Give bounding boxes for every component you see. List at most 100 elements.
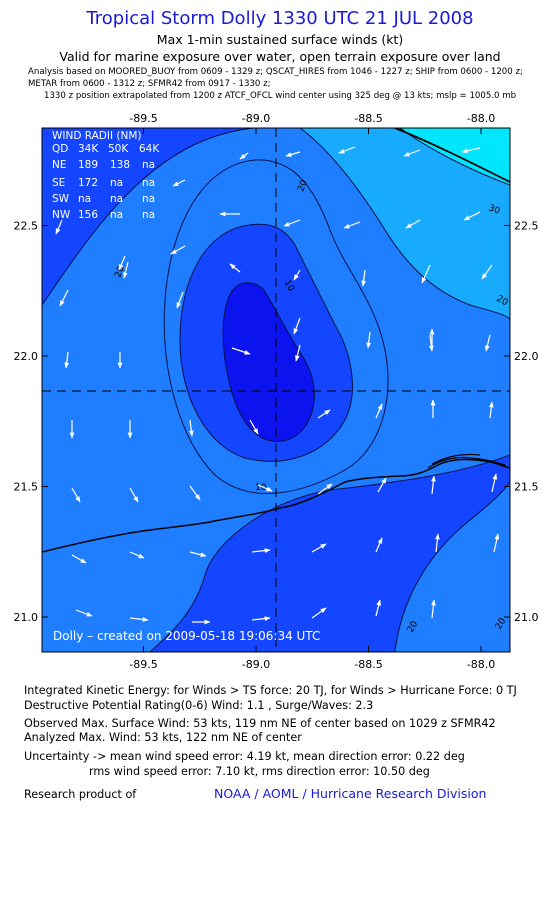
wind-vector bbox=[461, 147, 481, 154]
wind-radii-header-qd: QD bbox=[52, 143, 68, 155]
wind-radii-ne-50k: 138 bbox=[110, 159, 130, 171]
lat-label-left: 21.0 bbox=[14, 611, 39, 624]
wind-vector bbox=[189, 551, 207, 558]
wind-vector bbox=[361, 269, 367, 287]
wind-vector bbox=[285, 151, 301, 157]
wind-vector bbox=[122, 261, 129, 279]
wind-vector bbox=[493, 533, 500, 553]
wind-vector bbox=[75, 609, 93, 617]
position-note: 1330 z position extrapolated from 1200 z… bbox=[44, 91, 517, 101]
uncertainty-mean-line: Uncertainty -> mean wind speed error: 4.… bbox=[24, 750, 465, 763]
observed-max-line: Observed Max. Surface Wind: 53 kts, 119 … bbox=[24, 717, 496, 730]
wind-vector bbox=[491, 473, 498, 493]
wind-vector bbox=[293, 269, 301, 281]
wind-vector bbox=[231, 347, 251, 355]
wind-radii-header-34k: 34K bbox=[78, 143, 99, 155]
ike-line: Integrated Kinetic Energy: for Winds > T… bbox=[24, 684, 517, 697]
wind-vector bbox=[251, 548, 271, 553]
wind-radii-header-64k: 64K bbox=[139, 143, 160, 155]
wind-vector bbox=[294, 344, 301, 362]
wind-vector bbox=[484, 334, 491, 352]
lat-label-right: 21.0 bbox=[514, 611, 539, 624]
hrd-link[interactable]: NOAA / AOML / Hurricane Research Divisio… bbox=[214, 786, 487, 801]
wind-vector bbox=[377, 477, 387, 493]
research-label: Research product of bbox=[24, 788, 137, 801]
lat-label-right: 22.0 bbox=[514, 350, 539, 363]
coastline-cays bbox=[427, 453, 506, 469]
wind-vector bbox=[311, 543, 327, 553]
lat-label-right: 21.5 bbox=[514, 481, 539, 494]
wind-vector bbox=[170, 245, 186, 255]
wind-vector bbox=[71, 487, 81, 503]
wind-vector bbox=[71, 554, 87, 564]
wind-vector bbox=[366, 331, 372, 349]
wind-radii-se-34k: 172 bbox=[78, 177, 98, 189]
wind-vector bbox=[405, 219, 421, 229]
coastline bbox=[42, 458, 510, 553]
wind-radii-se-label: SE bbox=[52, 177, 65, 189]
wind-vectors bbox=[55, 146, 500, 625]
wind-vector bbox=[176, 291, 184, 309]
wind-radii-ne-64k: na bbox=[142, 159, 155, 171]
lat-label-left: 21.5 bbox=[14, 481, 39, 494]
lon-label-top: -88.0 bbox=[467, 112, 495, 125]
wind-radii-table: WIND RADII (NM) QD 34K 50K 64K NE 189 13… bbox=[52, 130, 160, 221]
wind-vector bbox=[421, 264, 431, 284]
wind-vector bbox=[257, 484, 273, 492]
map-title: Tropical Storm Dolly 1330 UTC 21 JUL 200… bbox=[86, 8, 474, 29]
wind-vector bbox=[118, 255, 126, 271]
wind-vector bbox=[249, 419, 259, 435]
wind-radii-sw-label: SW bbox=[52, 193, 70, 205]
wind-vector bbox=[431, 599, 436, 619]
wind-vector bbox=[463, 211, 481, 221]
map-frame bbox=[41, 127, 511, 653]
wind-vector bbox=[293, 317, 301, 335]
wind-band-30-40 bbox=[299, 128, 510, 321]
uncertainty-rms-line: rms wind speed error: 7.10 kt, rms direc… bbox=[89, 765, 430, 778]
wind-vector bbox=[129, 551, 145, 559]
wind-vector bbox=[283, 219, 301, 227]
wind-vector bbox=[431, 475, 436, 495]
wind-vector bbox=[55, 219, 63, 235]
wind-vector bbox=[375, 599, 382, 617]
wind-radii-nw-34k: 156 bbox=[78, 209, 98, 221]
subtitle-winds: Max 1-min sustained surface winds (kt) bbox=[156, 32, 404, 47]
wind-vector bbox=[435, 533, 440, 553]
wind-radii-ne-34k: 189 bbox=[78, 159, 98, 171]
wind-vector bbox=[343, 221, 361, 229]
wind-vector bbox=[338, 146, 356, 154]
coastline-ne bbox=[394, 128, 510, 183]
created-stamp: Dolly – created on 2009-05-18 19:06:34 U… bbox=[53, 629, 320, 643]
analysis-sources-line-2: METAR from 0600 - 1312 z; SFMR42 from 09… bbox=[28, 79, 271, 89]
axis-ticks bbox=[42, 128, 510, 652]
wind-vector bbox=[317, 409, 331, 419]
wind-vector bbox=[311, 607, 327, 619]
lat-label-left: 22.0 bbox=[14, 350, 39, 363]
wind-radii-sw-34k: na bbox=[78, 193, 91, 205]
wind-radii-se-64k: na bbox=[142, 177, 155, 189]
wind-radii-title: WIND RADII (NM) bbox=[52, 130, 142, 142]
wind-vector bbox=[428, 334, 434, 352]
wind-radii-nw-50k: na bbox=[110, 209, 123, 221]
subtitle-validity: Valid for marine exposure over water, op… bbox=[59, 49, 501, 64]
wind-vector bbox=[59, 289, 69, 307]
lon-label-top: -88.5 bbox=[354, 112, 382, 125]
wind-vector bbox=[488, 401, 494, 419]
wind-radii-se-50k: na bbox=[110, 177, 123, 189]
lon-label-bottom: -88.0 bbox=[467, 658, 495, 671]
wind-vector bbox=[129, 617, 149, 622]
lon-label-top: -89.0 bbox=[242, 112, 270, 125]
wind-vector bbox=[481, 264, 493, 280]
analyzed-max-line: Analyzed Max. Wind: 53 kts, 122 nm NE of… bbox=[24, 731, 302, 744]
lon-label-top: -89.5 bbox=[129, 112, 157, 125]
wind-radii-sw-50k: na bbox=[110, 193, 123, 205]
analysis-sources-line-1: Analysis based on MOORED_BUOY from 0609 … bbox=[28, 67, 523, 77]
lat-label-right: 22.5 bbox=[514, 220, 539, 233]
wind-radii-nw-label: NW bbox=[52, 209, 71, 221]
axis-tick-labels: -89.5 -89.5 -89.0 -89.0 -88.5 -88.5 -88.0 -88.0… bbox=[14, 112, 539, 671]
wind-vector bbox=[129, 487, 139, 503]
contour-label: 10 bbox=[255, 483, 267, 493]
wind-radii-header-50k: 50K bbox=[108, 143, 129, 155]
dpr-line: Destructive Potential Rating(0-6) Wind: … bbox=[24, 699, 374, 712]
